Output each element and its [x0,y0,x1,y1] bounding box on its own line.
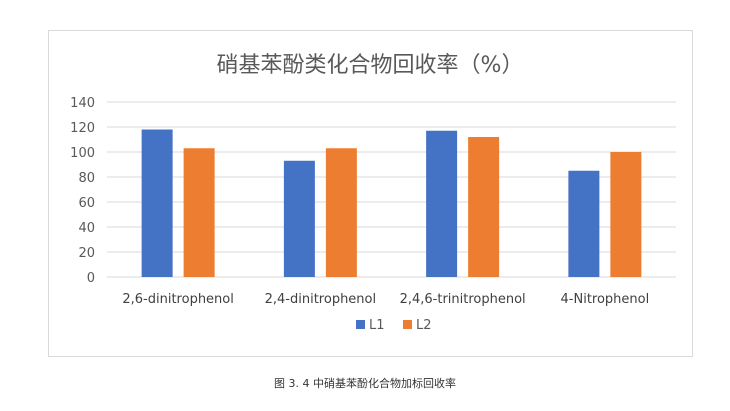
chart-frame: 硝基苯酚类化合物回收率（%） 0 20 40 60 80 100 120 140 2,6-di… [48,30,693,357]
y-axis-ticks: 0 20 40 60 80 100 120 140 [70,96,95,286]
chart-title: 硝基苯酚类化合物回收率（%） [217,53,524,78]
legend-swatch-l1 [356,320,365,329]
legend-swatch-l2 [403,320,412,329]
x-tick-label: 2,6-dinitrophenol [122,292,233,307]
bar-l1-1 [141,129,173,277]
y-tick-label: 140 [70,96,95,111]
bars [141,129,642,277]
bar-l1-3 [426,130,458,277]
bar-l1-2 [283,160,315,277]
legend-label-l2: L2 [416,318,432,333]
y-tick-label: 120 [70,121,95,136]
bar-l2-1 [183,148,215,277]
x-tick-label: 2,4-dinitrophenol [265,292,376,307]
y-tick-label: 80 [78,171,95,186]
legend: L1 L2 [356,318,432,333]
bar-l1-4 [568,170,600,277]
figure-caption: 图 3. 4 中硝基苯酚化合物加标回收率 [274,377,456,390]
bar-l2-3 [468,137,500,277]
x-tick-label: 4-Nitrophenol [561,292,650,307]
y-tick-label: 40 [78,221,95,236]
y-tick-label: 20 [78,246,95,261]
bar-chart: 硝基苯酚类化合物回收率（%） 0 20 40 60 80 100 120 140 2,6-di… [70,53,676,333]
y-tick-label: 60 [78,196,95,211]
x-axis-ticks: 2,6-dinitrophenol 2,4-dinitrophenol 2,4,6-… [122,292,649,307]
y-tick-label: 0 [87,271,95,286]
legend-label-l1: L1 [369,318,385,333]
y-tick-label: 100 [70,146,95,161]
bar-l2-4 [610,152,642,277]
bar-l2-2 [325,148,357,277]
x-tick-label: 2,4,6-trinitrophenol [400,292,526,307]
